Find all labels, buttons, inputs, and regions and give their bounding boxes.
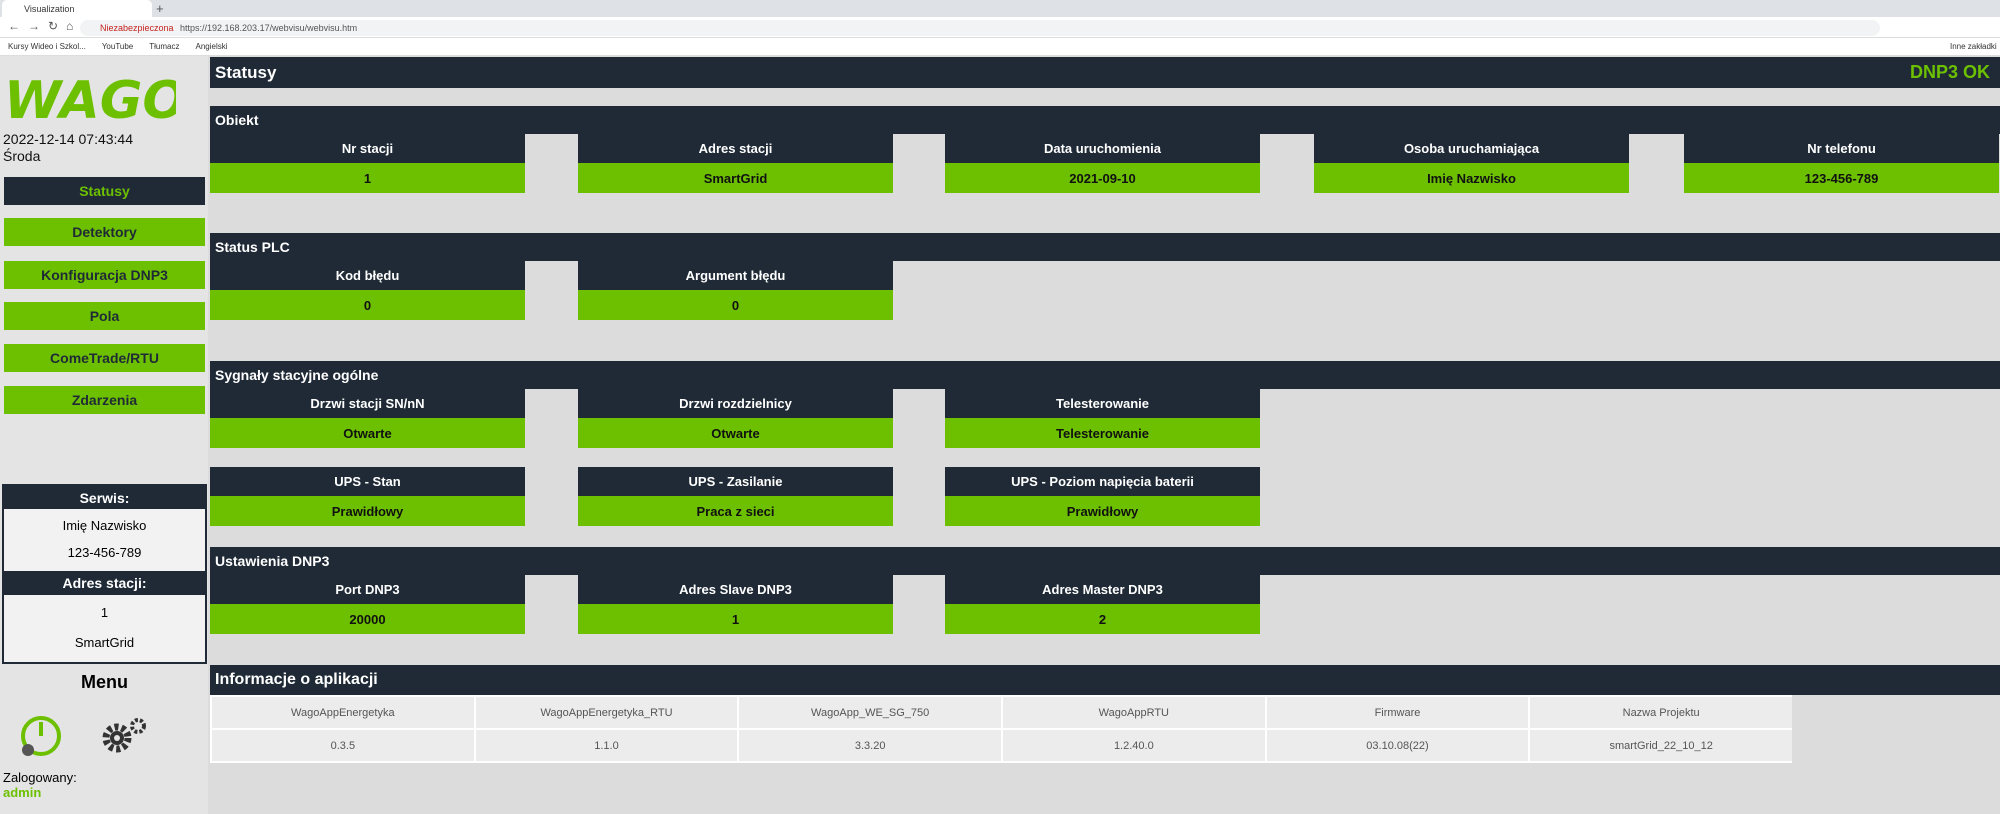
info-bar [210,665,2000,695]
info-value: 0.3.5 [212,730,474,761]
cell-value: 0 [210,290,525,320]
cell-label: Data uruchomienia [945,134,1260,163]
section-bar [210,106,2000,134]
user: admin [3,785,42,800]
cell-label: Adres stacji [578,134,893,163]
section-title: Status PLC [215,239,290,255]
cell-label: UPS - Zasilanie [578,467,893,496]
bookmark[interactable]: YouTube [101,42,134,51]
nav-button[interactable]: ComeTrade/RTU [4,344,205,372]
nav-button[interactable]: Detektory [4,218,205,246]
cell-value: 2 [945,604,1260,634]
info-header: WagoAppRTU [1003,697,1265,728]
section-bar [210,547,2000,575]
header-bar [210,57,2000,88]
url[interactable]: https://192.168.203.17/webvisu/webvisu.h… [180,23,358,33]
security: Niezabezpieczona [100,23,174,33]
nav-button[interactable]: Konfiguracja DNP3 [4,261,205,289]
cell-label: Nr telefonu [1684,134,1999,163]
cell-label: UPS - Stan [210,467,525,496]
bookmark[interactable]: Tłumacz [149,42,180,51]
bookmarks: Kursy Wideo i Szkol... YouTube Tłumacz Angi… [8,42,228,51]
service-title: Serwis: [4,486,205,509]
info-header: WagoAppEnergetyka_RTU [475,697,738,728]
info-header: Nazwa Projektu [1530,697,1792,728]
info-title: Informacje o aplikacji [215,671,378,688]
cell-label: Nr stacji [210,134,525,163]
info-header: WagoApp_WE_SG_750 [739,697,1001,728]
info-table [210,695,1792,763]
nav-button[interactable]: Zdarzenia [4,386,205,414]
service-name: Imię Nazwisko [62,517,147,533]
header-status: DNP3 OK [1909,62,1990,82]
menu-label: Menu [81,671,128,692]
cell-label: Argument błędu [578,261,893,290]
nav-button[interactable]: Statusy [4,177,205,205]
section-title: Ustawienia DNP3 [215,553,330,569]
cell-label: Osoba uruchamiająca [1314,134,1629,163]
address-title: Adres stacji: [4,571,205,595]
cell-value: 1 [578,604,893,634]
cell-label: Telesterowanie [945,389,1260,418]
cell-value: Otwarte [210,418,525,448]
cell-value: Prawidłowy [945,496,1260,526]
section-title: Sygnały stacyjne ogólne [215,367,379,383]
header-title: Statusy [215,63,277,82]
logo: WAGO [4,71,176,124]
cell-label: Port DNP3 [210,575,525,604]
info-header: Firmware [1266,697,1529,728]
bookmarks-bar [0,38,2000,56]
datetime: 2022-12-14 07:43:44 [3,131,133,147]
info-value: 03.10.08(22) [1266,730,1529,761]
section-title: Obiekt [215,112,259,128]
tab-bar [0,0,2000,17]
info-header: WagoAppEnergetyka [212,697,474,728]
cell-value: Imię Nazwisko [1314,163,1629,193]
info-value: smartGrid_22_10_12 [1530,730,1792,761]
cell-value: 123-456-789 [1684,163,1999,193]
logged-label: Zalogowany: [3,770,77,785]
cell-value: 2021-09-10 [945,163,1260,193]
cell-value: Praca z sieci [578,496,893,526]
info-value: 3.3.20 [739,730,1001,761]
cell-value: 1 [210,163,525,193]
bookmark[interactable]: Kursy Wideo i Szkol... [8,42,86,51]
address-name: SmartGrid [74,634,135,650]
svg-text:WAGO: WAGO [4,71,176,124]
cell-label: Drzwi stacji SN/nN [210,389,525,418]
cell-value: SmartGrid [578,163,893,193]
address-number: 1 [100,604,109,620]
cell-value: Telesterowanie [945,418,1260,448]
cell-label: Adres Slave DNP3 [578,575,893,604]
cell-label: Kod błędu [210,261,525,290]
other-bookmarks[interactable]: Inne zakładki [1950,42,1997,51]
logout-icon[interactable] [18,714,64,760]
section-bar [210,233,2000,261]
info-value: 1.2.40.0 [1003,730,1265,761]
day: Środa [3,148,41,164]
section-bar [210,361,2000,389]
cell-value: Prawidłowy [210,496,525,526]
tab[interactable]: Visualization [2,0,152,17]
cell-label: UPS - Poziom napięcia baterii [945,467,1260,496]
cell-value: 20000 [210,604,525,634]
settings-icon[interactable] [100,716,152,756]
bookmark[interactable]: Angielski [195,42,228,51]
cell-label: Adres Master DNP3 [945,575,1260,604]
service-phone: 123-456-789 [67,544,142,560]
nav-button[interactable]: Pola [4,302,205,330]
sidebar [0,56,208,814]
new-tab[interactable]: + [156,1,164,16]
cell-value: Otwarte [578,418,893,448]
cell-label: Drzwi rozdzielnicy [578,389,893,418]
omnibox[interactable] [80,20,1880,36]
nav-buttons[interactable]: ←→↻⌂ [8,19,82,33]
cell-value: 0 [578,290,893,320]
info-value: 1.1.0 [475,730,738,761]
